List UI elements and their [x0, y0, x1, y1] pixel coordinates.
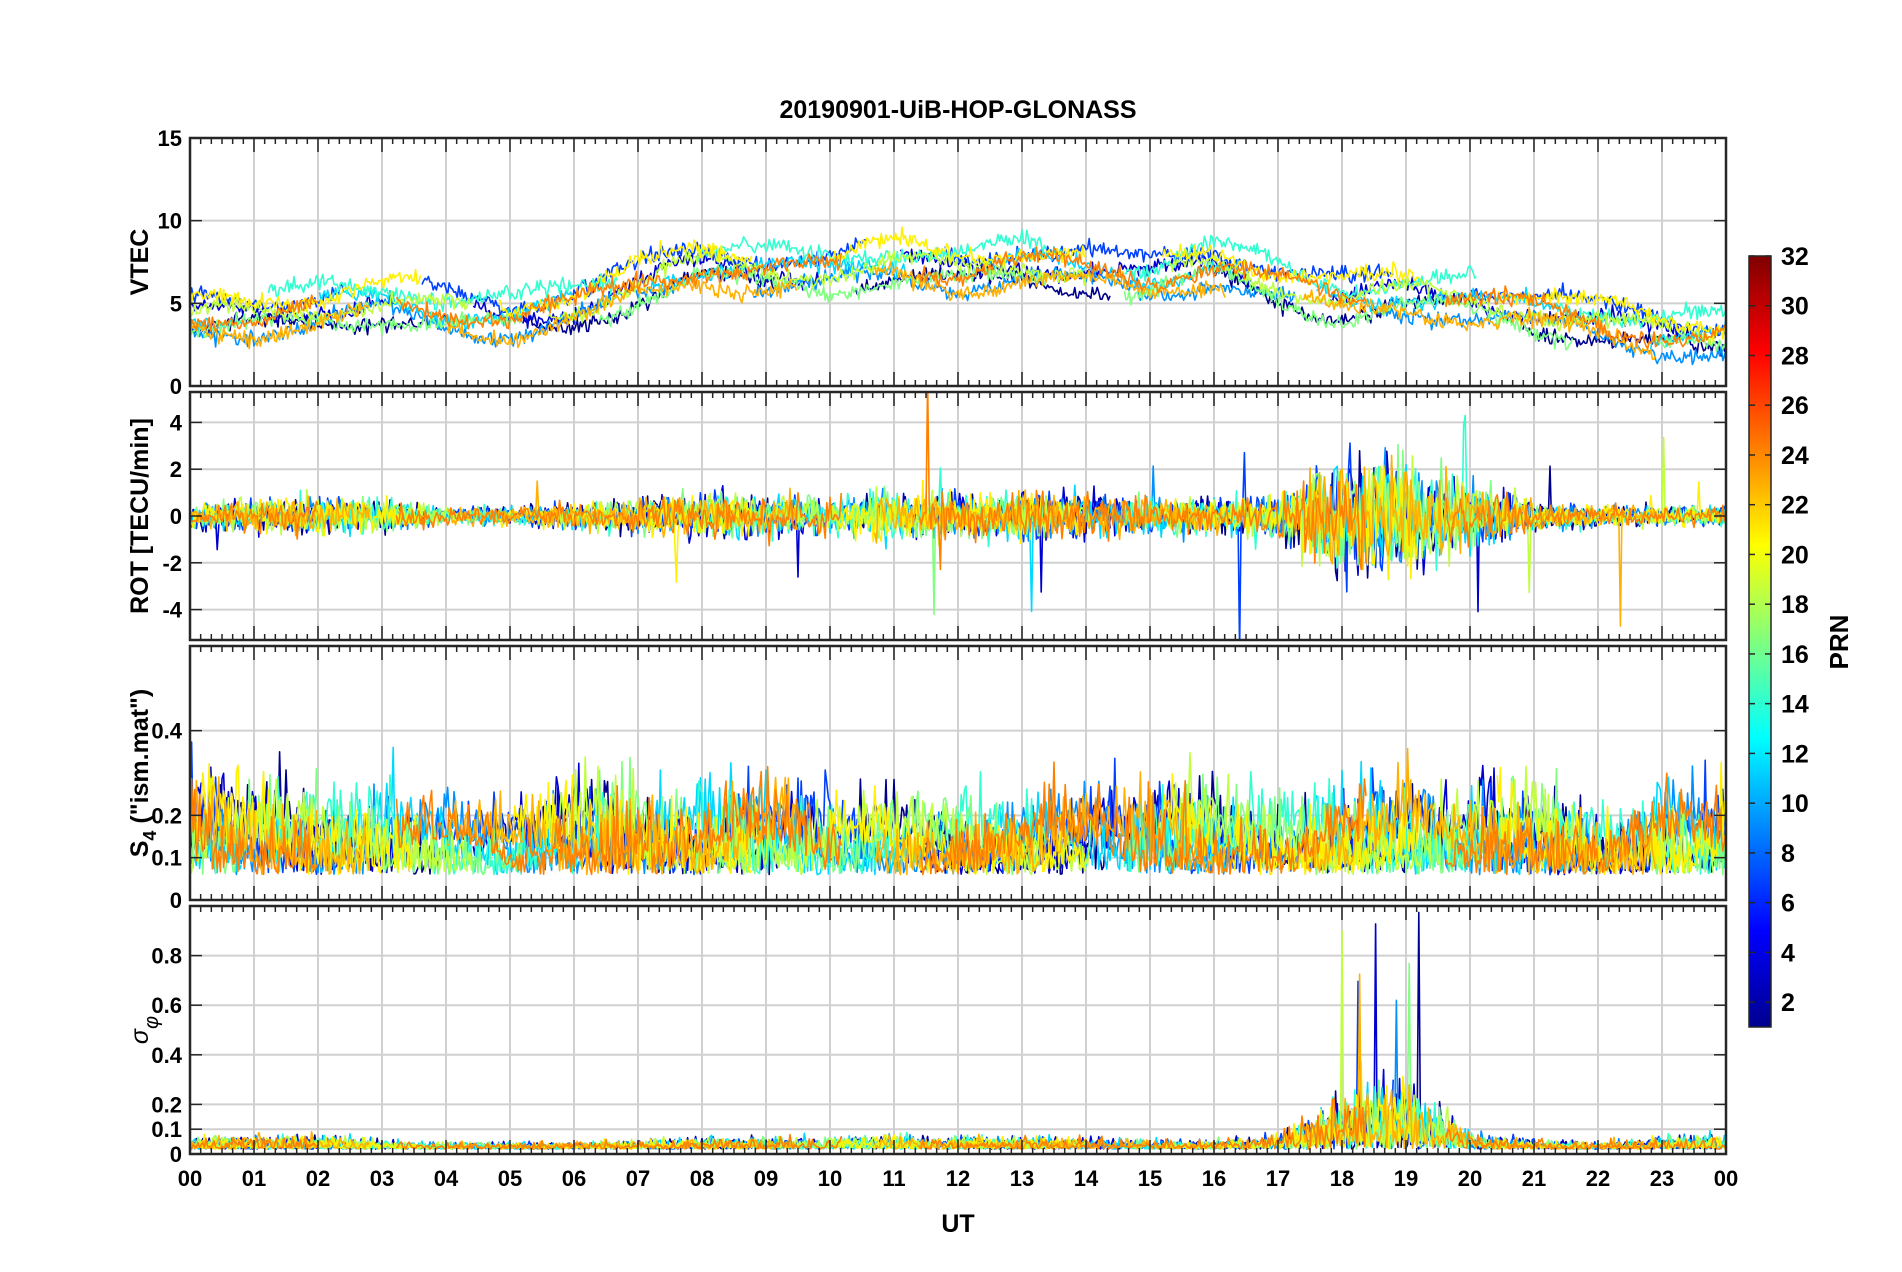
colorbar-tick-label: 18	[1781, 591, 1809, 619]
x-axis-label: UT	[941, 1210, 974, 1238]
colorbar-tick-label: 10	[1781, 790, 1809, 818]
x-tick-labels: 00 01 02 03 04 05 06 07 08 09 10 11 12 13 14 15 16 17 18 19…	[178, 1166, 1738, 1191]
series-line-prn-14	[267, 770, 1726, 876]
colorbar-tick-label: 26	[1781, 392, 1809, 420]
x-tick-label: 15	[1138, 1166, 1162, 1191]
x-ticks-vtec	[189, 138, 1727, 386]
x-tick-label: 11	[882, 1166, 905, 1191]
x-tick-label: 02	[306, 1166, 330, 1191]
colorbar-tick-label: 6	[1781, 890, 1795, 918]
colorbar-tick-label: 12	[1781, 740, 1809, 768]
y-tick-label: 0.2	[151, 1092, 182, 1117]
y-axis-label-s4: S4 ("ism.mat")	[126, 689, 160, 858]
colorbar-tick-label: 8	[1781, 840, 1795, 868]
series-group-vtec	[190, 226, 1726, 366]
panel-s4: 0 0.1 0.2 0.4S4 ("ism.mat")	[126, 644, 1728, 913]
x-ticks-s4	[189, 646, 1727, 900]
x-tick-label: 23	[1650, 1166, 1674, 1191]
series-line-prn-12	[190, 246, 1726, 350]
y-tick-label: -2	[162, 551, 182, 576]
colorbar-tick-label: 28	[1781, 342, 1809, 370]
series-line-prn-22	[190, 973, 1657, 1150]
y-tick-label: 0	[170, 504, 182, 529]
series-group-rot	[190, 392, 1726, 640]
x-tick-label: 06	[562, 1166, 586, 1191]
x-tick-label: 01	[242, 1166, 266, 1191]
series-line-prn-6	[190, 237, 1726, 339]
panel-sigma_phi: 00.10.2 0.4 0.6 0.8 σφ	[126, 904, 1728, 1167]
panel-vtec: 0 5 10 15 VTEC	[126, 126, 1728, 399]
x-tick-label: 00	[1714, 1166, 1738, 1191]
x-tick-label: 20	[1458, 1166, 1482, 1191]
series-line-prn-20	[190, 226, 1726, 343]
y-tick-label: 0.4	[151, 719, 182, 744]
x-tick-label: 22	[1586, 1166, 1610, 1191]
x-tick-label: 07	[626, 1166, 650, 1191]
colorbar-tick-label: 30	[1781, 293, 1809, 321]
x-tick-label: 09	[754, 1166, 778, 1191]
y-tick-label: 0.1	[151, 1117, 182, 1142]
series-line-prn-16	[190, 756, 1726, 876]
colorbar-gradient	[1748, 255, 1772, 1028]
chart-title: 20190901-UiB-HOP-GLONASS	[779, 96, 1136, 124]
series-line-prn-24	[190, 392, 1726, 571]
series-line-prn-16	[190, 261, 1726, 353]
x-tick-label: 03	[370, 1166, 394, 1191]
y-tick-label: 0.2	[151, 803, 182, 828]
x-tick-label: 08	[690, 1166, 714, 1191]
colorbar-tick-label: 24	[1781, 442, 1809, 470]
y-tick-label: 0.1	[151, 846, 182, 871]
colorbar-tick-label: 22	[1781, 492, 1809, 520]
series-line-prn-22	[190, 261, 1657, 361]
colorbar-tick-label: 4	[1781, 939, 1795, 967]
series-line-prn-24	[190, 761, 1726, 876]
x-tick-label: 12	[946, 1166, 970, 1191]
panel-rot: -4 -2 0 2 4 ROT [TECU/min]	[126, 390, 1728, 642]
x-tick-label: 04	[434, 1166, 459, 1191]
y-axis-label-vtec: VTEC	[126, 229, 154, 296]
x-ticks-rot	[189, 392, 1727, 640]
y-tick-label: 0.6	[151, 993, 182, 1018]
y-tick-label: -4	[162, 598, 182, 623]
y-axis-label-rot: ROT [TECU/min]	[126, 418, 154, 614]
series-line-prn-14	[267, 229, 1726, 329]
x-tick-label: 18	[1330, 1166, 1354, 1191]
x-tick-label: 00	[178, 1166, 202, 1191]
y-tick-label: 0	[170, 374, 182, 399]
x-tick-label: 14	[1074, 1166, 1099, 1191]
series-line-prn-22	[190, 454, 1657, 627]
y-tick-label: 0	[170, 1142, 182, 1167]
x-tick-label: 21	[1522, 1166, 1546, 1191]
y-tick-label: 4	[170, 410, 183, 435]
x-tick-label: 17	[1266, 1166, 1290, 1191]
y-tick-label: 0.4	[151, 1043, 182, 1068]
x-tick-label: 19	[1394, 1166, 1418, 1191]
series-line-prn-22	[190, 747, 1657, 876]
colorbar-tick-label: 16	[1781, 641, 1809, 669]
colorbar-tick-label: 32	[1781, 243, 1809, 271]
y-tick-label: 2	[170, 457, 182, 482]
y-tick-label: 10	[158, 209, 182, 234]
x-tick-label: 10	[818, 1166, 842, 1191]
x-ticks-sigma_phi	[189, 906, 1727, 1154]
colorbar-tick-label: 14	[1781, 691, 1809, 719]
x-tick-label: 16	[1202, 1166, 1226, 1191]
y-tick-label: 0.8	[151, 944, 182, 969]
colorbar-label: PRN	[1824, 615, 1854, 670]
y-axis-label-sigma_phi: σφ	[126, 1016, 163, 1044]
x-tick-label: 13	[1010, 1166, 1034, 1191]
series-line-prn-24	[190, 246, 1726, 350]
y-tick-label: 5	[170, 291, 182, 316]
colorbar-tick-label: 2	[1781, 989, 1795, 1017]
colorbar-tick-label: 20	[1781, 541, 1809, 569]
x-tick-label: 05	[498, 1166, 522, 1191]
y-tick-label: 15	[158, 126, 182, 151]
y-tick-label: 0	[170, 888, 182, 913]
series-group-s4	[190, 741, 1726, 876]
